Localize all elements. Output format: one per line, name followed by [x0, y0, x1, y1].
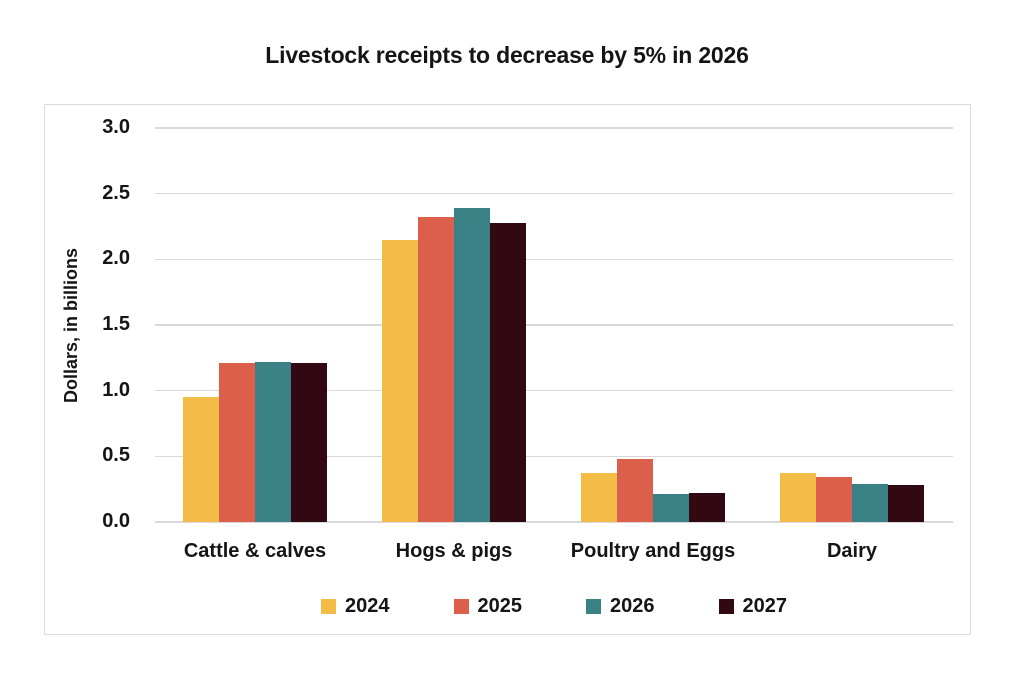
category-label: Hogs & pigs	[395, 540, 513, 562]
category-label: Poultry and Eggs	[570, 540, 736, 562]
legend-label: 2026	[610, 595, 655, 617]
bar-2025-poultry-and-eggs	[617, 458, 653, 522]
bar-2024-dairy	[780, 473, 816, 522]
legend-swatch-2026	[586, 599, 601, 614]
y-tick-label: 1.5	[102, 313, 130, 336]
y-axis-title: Dollars, in billions	[61, 247, 81, 403]
bar-2025-dairy	[816, 477, 852, 522]
category-label: Cattle & calves	[183, 540, 327, 562]
legend-item-2027: 2027	[718, 595, 788, 618]
gridline	[155, 389, 953, 392]
bar-2026-poultry-and-eggs	[653, 494, 689, 522]
bar-2024-poultry-and-eggs	[581, 473, 617, 522]
gridline	[155, 127, 953, 129]
legend-swatch-2027	[718, 599, 734, 614]
bar-2024-cattle-calves	[183, 397, 219, 522]
bar-2026-dairy	[852, 483, 888, 522]
gridline	[155, 521, 953, 523]
legend-item-2026: 2026	[586, 595, 655, 618]
bar-2024-hogs-pigs	[382, 239, 418, 522]
legend-item-2024: 2024	[321, 595, 390, 618]
chart-title: Livestock receipts to decrease by 5% in …	[265, 42, 749, 68]
legend-swatch-2025	[453, 599, 469, 614]
y-tick-label: 3.0	[102, 116, 130, 139]
gridline	[155, 258, 953, 261]
gridline	[155, 192, 953, 195]
bar-2025-cattle-calves	[219, 363, 255, 522]
gridline	[155, 455, 953, 458]
legend: 2024 2025 2026 2027	[155, 595, 953, 618]
legend-label: 2024	[345, 595, 390, 617]
bar-2027-cattle-calves	[291, 363, 327, 522]
gridline	[155, 324, 953, 326]
chart-card: Dollars, in billions 0.0 0.5 1.0 1.5 2.0 2.5 3…	[44, 104, 971, 635]
y-tick-label: 0.5	[102, 444, 130, 467]
y-tick-label: 2.0	[102, 247, 130, 270]
bar-2027-hogs-pigs	[490, 222, 526, 522]
legend-label: 2027	[742, 595, 788, 617]
legend-item-2025: 2025	[453, 595, 523, 618]
legend-swatch-2024	[321, 599, 336, 614]
bar-2026-hogs-pigs	[454, 208, 490, 522]
legend-label: 2025	[477, 595, 523, 617]
bar-2027-dairy	[888, 485, 924, 522]
category-label: Dairy	[826, 540, 878, 562]
bar-2027-poultry-and-eggs	[689, 493, 725, 522]
bar-2025-hogs-pigs	[418, 217, 454, 522]
plot-area: 0.0 0.5 1.0 1.5 2.0 2.5 3.0 Cattle & calves Hogs…	[102, 116, 953, 562]
y-tick-label: 0.0	[102, 510, 130, 533]
y-tick-label: 1.0	[102, 378, 130, 401]
bar-2026-cattle-calves	[255, 361, 291, 522]
y-tick-label: 2.5	[102, 181, 130, 204]
